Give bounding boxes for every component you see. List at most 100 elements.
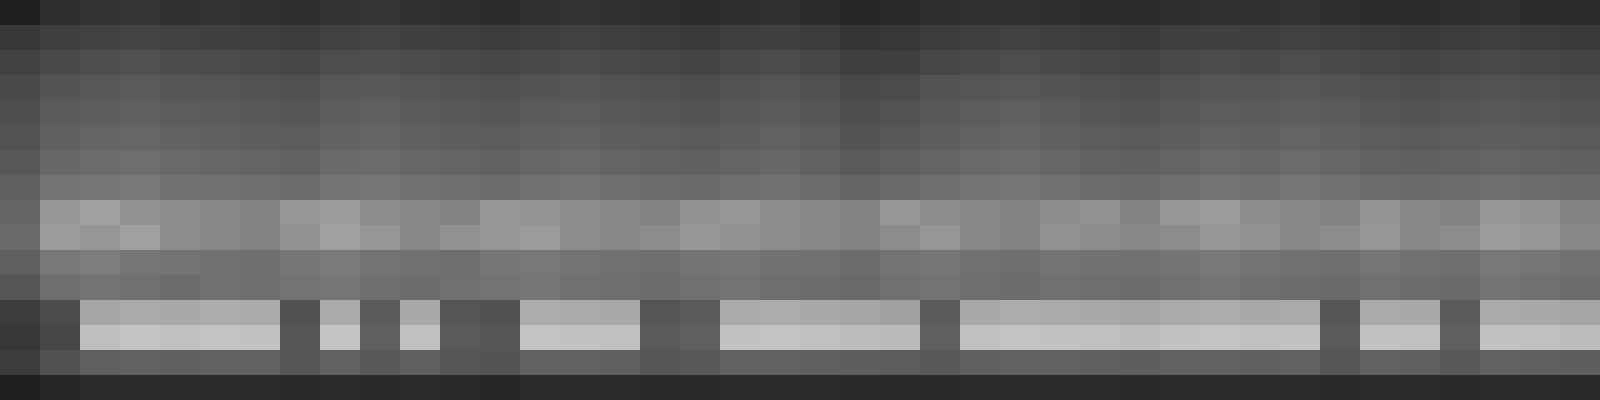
cell [1200, 25, 1241, 51]
cell [720, 300, 761, 326]
cell [360, 100, 401, 126]
cell [120, 250, 161, 276]
cell [1200, 0, 1241, 26]
cell [560, 225, 601, 251]
cell [1000, 350, 1041, 376]
cell [160, 350, 201, 376]
cell [360, 200, 401, 226]
cell [1280, 75, 1321, 101]
cell [1200, 325, 1241, 351]
cell [1120, 100, 1161, 126]
cell [760, 75, 801, 101]
cell [120, 25, 161, 51]
cell [440, 275, 481, 301]
cell [520, 200, 561, 226]
cell [720, 175, 761, 201]
cell [920, 100, 961, 126]
cell [520, 150, 561, 176]
cell [880, 175, 921, 201]
cell [1520, 325, 1561, 351]
cell [600, 25, 641, 51]
cell [1320, 250, 1361, 276]
cell [1360, 175, 1401, 201]
cell [480, 350, 521, 376]
cell [1360, 275, 1401, 301]
cell [1320, 175, 1361, 201]
cell [1560, 375, 1600, 400]
cell [800, 25, 841, 51]
cell [440, 50, 481, 76]
cell [280, 0, 321, 26]
cell [1240, 150, 1281, 176]
cell [1480, 0, 1521, 26]
cell [760, 125, 801, 151]
cell [920, 275, 961, 301]
cell [920, 200, 961, 226]
cell [1120, 50, 1161, 76]
cell [280, 325, 321, 351]
cell [800, 375, 841, 400]
cell [1160, 325, 1201, 351]
cell [1360, 100, 1401, 126]
cell [1040, 150, 1081, 176]
cell [800, 0, 841, 26]
cell [360, 125, 401, 151]
cell [680, 125, 721, 151]
cell [80, 225, 121, 251]
cell [960, 125, 1001, 151]
cell [600, 0, 641, 26]
cell [920, 375, 961, 400]
cell [1400, 250, 1441, 276]
cell [1280, 325, 1321, 351]
cell [0, 350, 41, 376]
cell [840, 200, 881, 226]
cell [440, 200, 481, 226]
cell [520, 350, 561, 376]
cell [80, 125, 121, 151]
cell [400, 125, 441, 151]
cell [1400, 275, 1441, 301]
cell [40, 100, 81, 126]
cell [280, 125, 321, 151]
cell [1080, 275, 1121, 301]
cell [800, 100, 841, 126]
cell [400, 25, 441, 51]
cell [1280, 375, 1321, 400]
cell [1440, 75, 1481, 101]
cell [320, 225, 361, 251]
cell [1440, 125, 1481, 151]
cell [1120, 225, 1161, 251]
cell [640, 50, 681, 76]
cell [520, 50, 561, 76]
cell [760, 300, 801, 326]
cell [1000, 150, 1041, 176]
cell [1480, 75, 1521, 101]
cell [760, 325, 801, 351]
cell [360, 225, 401, 251]
cell [640, 350, 681, 376]
cell [480, 0, 521, 26]
cell [640, 25, 681, 51]
cell [1320, 200, 1361, 226]
cell [880, 75, 921, 101]
cell [280, 50, 321, 76]
cell [1320, 275, 1361, 301]
cell [1480, 350, 1521, 376]
cell [840, 375, 881, 400]
cell [1120, 175, 1161, 201]
cell [280, 250, 321, 276]
cell [1080, 75, 1121, 101]
cell [440, 300, 481, 326]
cell [920, 125, 961, 151]
cell [160, 250, 201, 276]
cell [520, 0, 561, 26]
cell [1240, 225, 1281, 251]
cell [280, 375, 321, 400]
cell [40, 150, 81, 176]
cell [1120, 75, 1161, 101]
cell [440, 175, 481, 201]
cell [520, 125, 561, 151]
cell [200, 350, 241, 376]
cell [1520, 225, 1561, 251]
cell [240, 0, 281, 26]
